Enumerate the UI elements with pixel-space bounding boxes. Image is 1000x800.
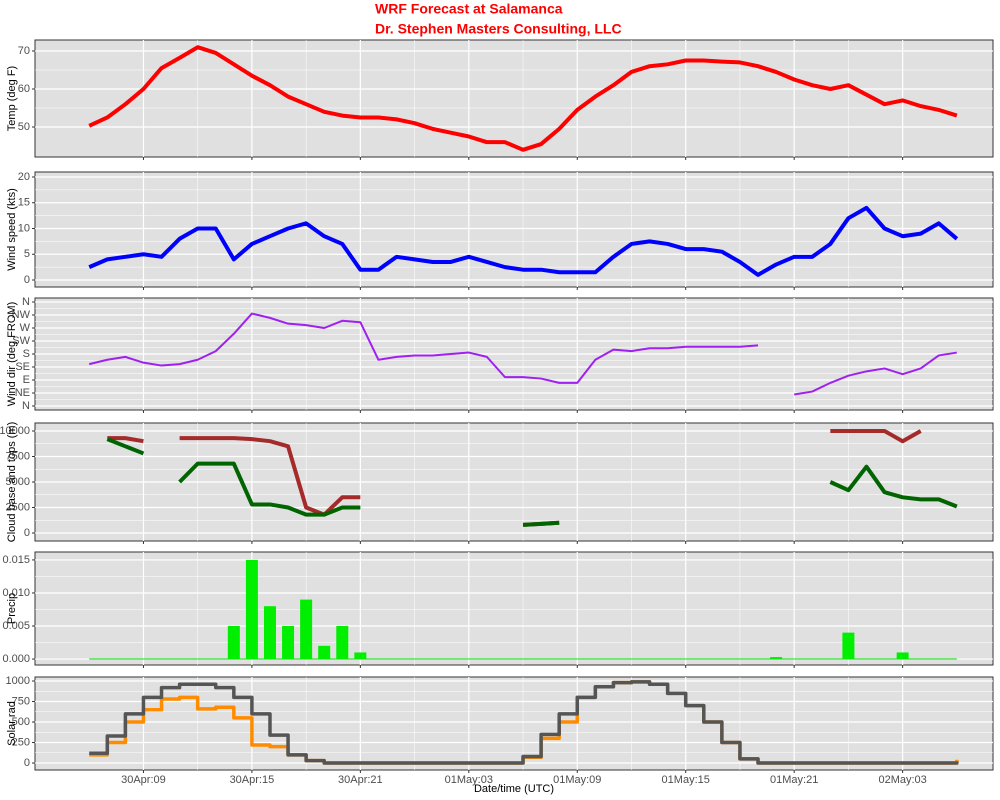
y-tick-label: E xyxy=(23,374,30,386)
plot-background xyxy=(34,39,994,158)
y-tick-label: N xyxy=(22,400,30,412)
y-tick-label: 5 xyxy=(24,248,30,260)
x-tick-label: 01May:21 xyxy=(770,774,818,786)
y-axis-label: Wind dir (deg FROM) xyxy=(6,302,18,407)
y-tick-label: 0.000 xyxy=(2,653,30,665)
y-tick-label: NW xyxy=(12,309,31,321)
y-tick-label: 0.005 xyxy=(2,620,30,632)
y-tick-label: 0 xyxy=(24,527,30,539)
y-tick-label: 5000 xyxy=(6,476,30,488)
y-tick-label: NE xyxy=(15,387,30,399)
y-tick-label: SE xyxy=(15,361,30,373)
bar xyxy=(263,606,276,660)
series-line xyxy=(89,680,959,765)
y-tick-label: 0 xyxy=(24,757,30,769)
y-tick-label: 70 xyxy=(18,45,30,57)
y-tick-label: 7500 xyxy=(6,450,30,462)
y-tick-label: 750 xyxy=(12,695,30,707)
x-tick-label: 30Apr:09 xyxy=(121,774,166,786)
x-tick-label: 30Apr:21 xyxy=(338,774,383,786)
bar xyxy=(770,657,783,660)
bar xyxy=(354,652,367,660)
x-axis-label: Date/time (UTC) xyxy=(474,783,554,795)
series-line xyxy=(88,45,958,152)
series-line xyxy=(107,428,922,527)
y-tick-label: 250 xyxy=(12,736,30,748)
series-line xyxy=(106,437,958,527)
y-tick-label: 1000 xyxy=(6,675,30,687)
chart-title: WRF Forecast at Salamanca xyxy=(375,1,563,17)
y-tick-label: 10 xyxy=(18,222,30,234)
y-tick-label: 0.010 xyxy=(2,587,30,599)
y-tick-label: 500 xyxy=(12,716,30,728)
series-line xyxy=(88,312,958,396)
bar xyxy=(318,645,331,660)
y-tick-label: 20 xyxy=(18,171,30,183)
x-tick-label: 01May:09 xyxy=(553,774,601,786)
y-axis-label: Solar rad xyxy=(6,701,18,746)
bar xyxy=(282,626,295,660)
y-tick-label: 2500 xyxy=(6,501,30,513)
y-axis-label: Temp (deg F) xyxy=(6,66,18,131)
x-tick-label: 02May:03 xyxy=(878,774,926,786)
y-tick-label: 60 xyxy=(18,83,30,95)
y-tick-label: 0.015 xyxy=(2,554,30,566)
y-tick-label: W xyxy=(20,322,31,334)
bar xyxy=(227,626,240,660)
x-tick-label: 30Apr:15 xyxy=(230,774,275,786)
y-tick-label: SW xyxy=(12,335,30,347)
bar xyxy=(245,559,258,660)
y-tick-label: N xyxy=(22,296,30,308)
plot-background xyxy=(34,676,994,771)
chart-subtitle: Dr. Stephen Masters Consulting, LLC xyxy=(375,21,622,37)
y-tick-label: 50 xyxy=(18,121,30,133)
series-line xyxy=(88,205,959,277)
x-tick-label: 01May:15 xyxy=(662,774,710,786)
bar xyxy=(336,626,349,660)
y-tick-label: 0 xyxy=(24,274,30,286)
y-tick-label: 15 xyxy=(18,197,30,209)
bar xyxy=(842,632,855,660)
y-tick-label: S xyxy=(23,348,30,360)
bar xyxy=(300,599,313,660)
bar xyxy=(896,652,909,660)
y-axis-label: Precip xyxy=(6,593,18,624)
plot-background xyxy=(34,551,994,666)
y-axis-label: Wind speed (kts) xyxy=(6,188,18,271)
x-tick-label: 01May:03 xyxy=(445,774,493,786)
y-tick-label: 10000 xyxy=(0,425,30,437)
y-axis-label: Cloud base and tops (m) xyxy=(6,422,18,542)
